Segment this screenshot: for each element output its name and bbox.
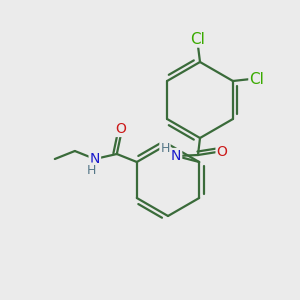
Text: O: O <box>217 145 227 159</box>
Text: Cl: Cl <box>190 32 206 46</box>
Text: Cl: Cl <box>250 71 264 86</box>
Text: H: H <box>160 142 170 154</box>
Text: N: N <box>171 149 181 163</box>
Text: N: N <box>90 152 100 166</box>
Text: O: O <box>116 122 126 136</box>
Text: H: H <box>87 164 97 176</box>
